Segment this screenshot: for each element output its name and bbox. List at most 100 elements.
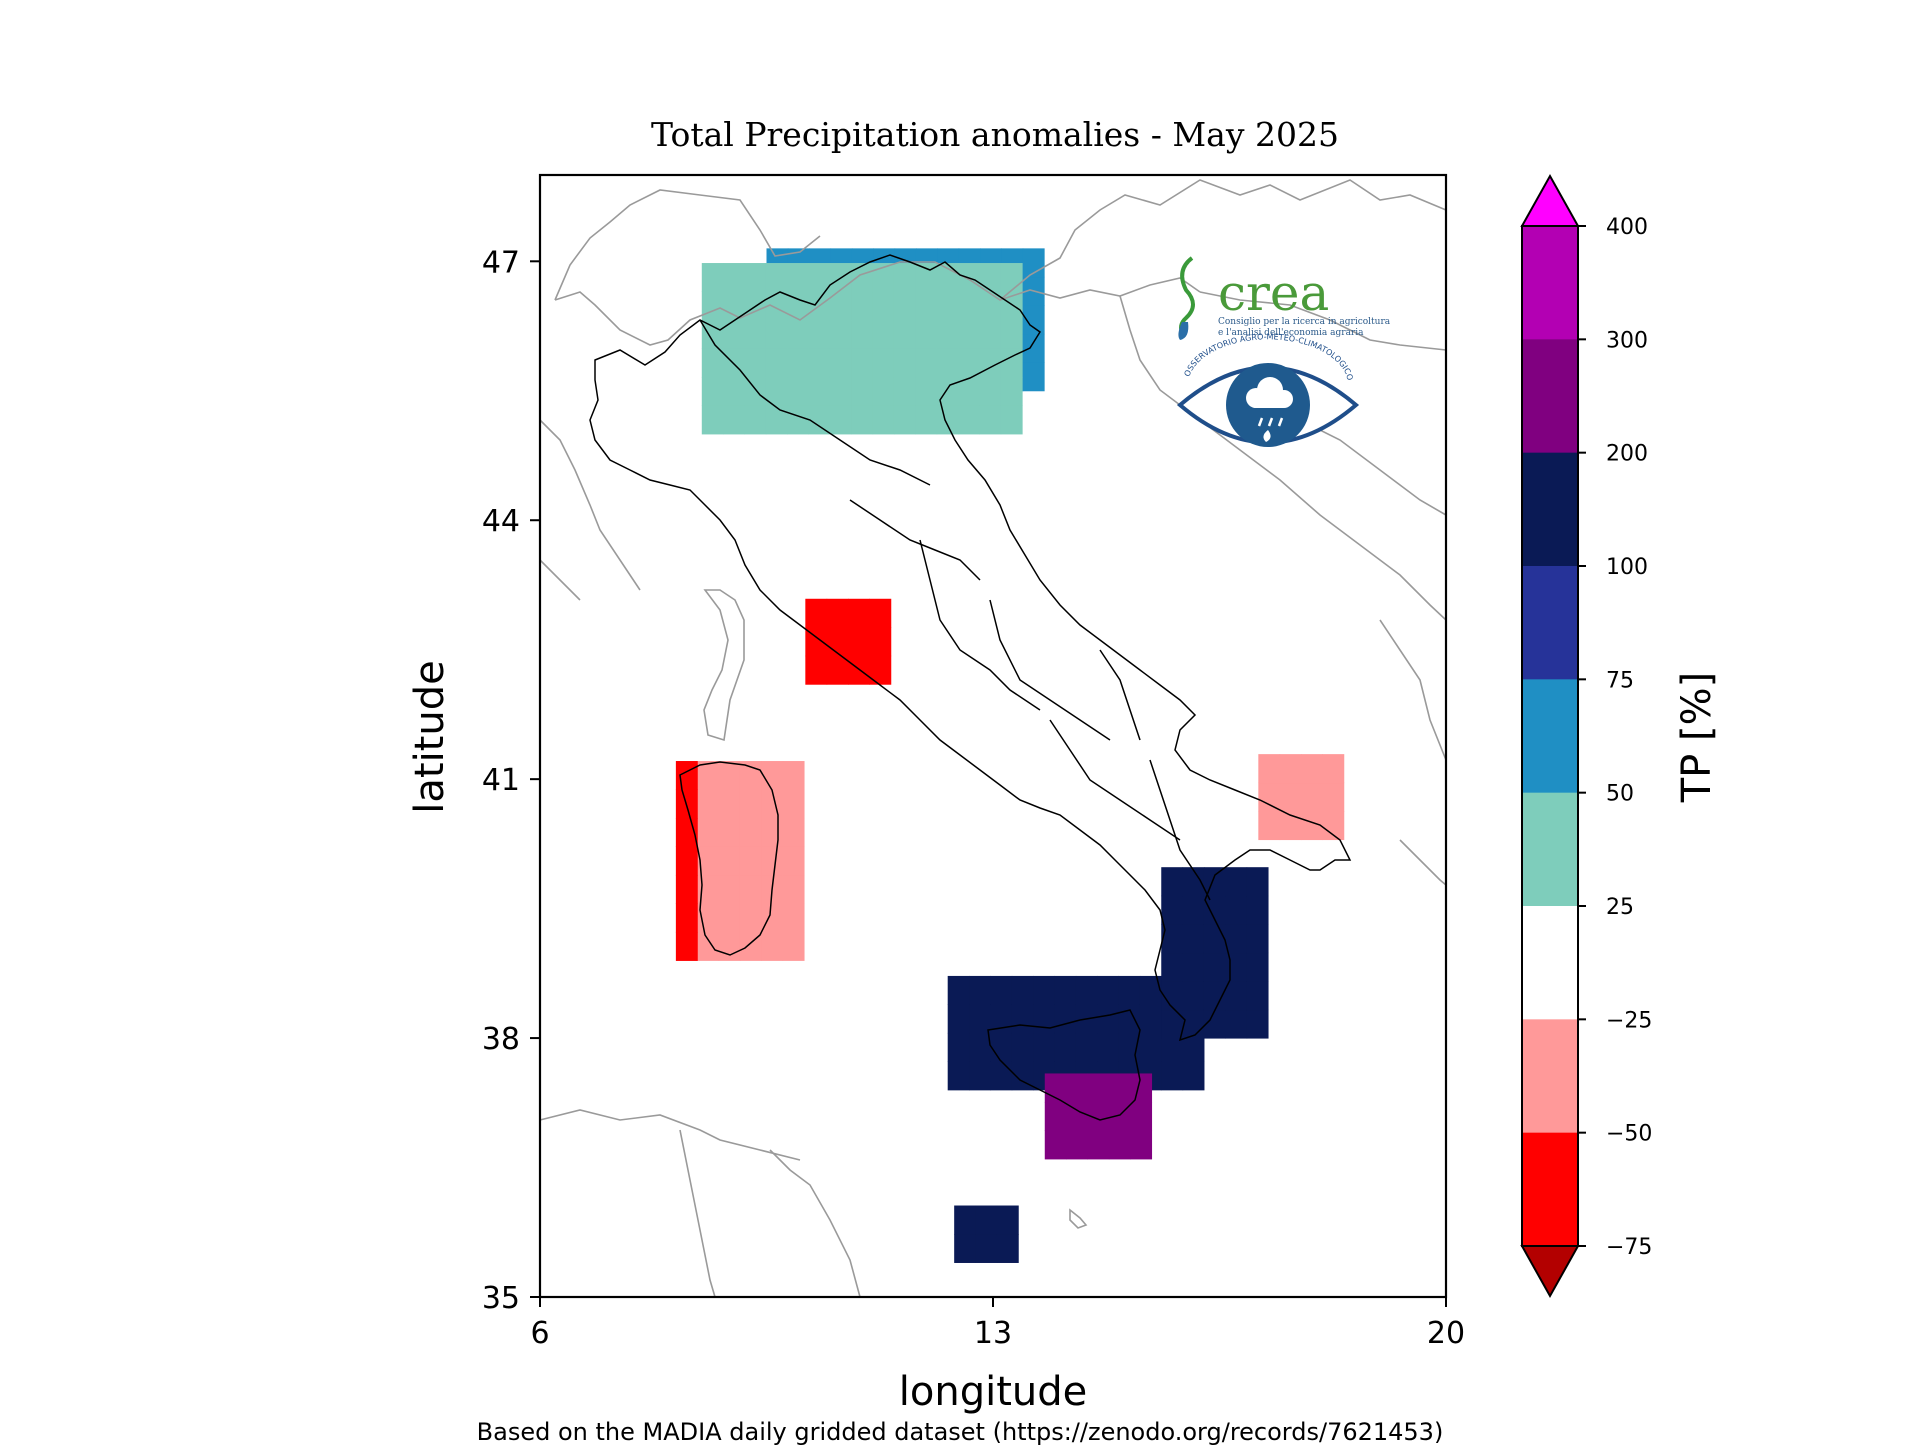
anomaly-cell (1279, 782, 1302, 812)
anomaly-cell (761, 761, 784, 791)
anomaly-cell (936, 348, 959, 378)
colorbar-extend-min (1520, 1245, 1580, 1299)
anomaly-cell (718, 761, 741, 791)
anomaly-cell (1246, 1009, 1269, 1039)
anomaly-cell (782, 874, 805, 904)
anomaly-cell (1097, 1032, 1120, 1062)
anomaly-cell (739, 874, 762, 904)
anomaly-cell (808, 348, 831, 378)
anomaly-cell (1139, 1032, 1162, 1062)
anomaly-cell (1203, 924, 1226, 954)
anomaly-cell (969, 975, 991, 1005)
anomaly-cell (701, 319, 724, 349)
anomaly-cell (1000, 263, 1023, 293)
anomaly-cell (701, 263, 724, 293)
crea-subtitle-2: e l'analisi dell'economia agraria (1218, 328, 1364, 338)
anomaly-cell (1000, 376, 1023, 406)
colorbar-tick-label: 75 (1606, 668, 1634, 693)
anomaly-cell (990, 975, 1013, 1005)
footnote: Based on the MADIA daily gridded dataset… (476, 1418, 1444, 1446)
anomaly-region (954, 1205, 1019, 1263)
anomaly-cell (1182, 1032, 1205, 1062)
anomaly-cell (1301, 782, 1323, 812)
anomaly-cell (765, 291, 788, 321)
anomaly-cell (829, 376, 852, 406)
anomaly-cell (1097, 975, 1120, 1005)
anomaly-cell (1161, 1009, 1184, 1039)
colorbar-bin (1522, 792, 1578, 907)
crea-subtitle-1: Consiglio per la ricerca in agricoltura (1218, 317, 1391, 327)
anomaly-cell (1301, 754, 1323, 784)
anomaly-cell (1139, 1004, 1162, 1034)
anomaly-cell (1087, 1130, 1110, 1160)
anomaly-cell (969, 1004, 991, 1034)
anomaly-cell (826, 655, 849, 685)
anomaly-cell (1225, 924, 1248, 954)
anomaly-cell (958, 376, 980, 406)
anomaly-cell (872, 263, 895, 293)
anomaly-cell (723, 263, 745, 293)
anomaly-cell (739, 931, 762, 961)
anomaly-cell (1279, 811, 1302, 841)
region-border-molise (1099, 649, 1141, 741)
anomaly-cell (1011, 975, 1034, 1005)
anomaly-region (1258, 754, 1345, 841)
anomaly-cell (851, 291, 874, 321)
anomaly-cell (1203, 867, 1226, 897)
anomaly-cell (787, 263, 810, 293)
anomaly-cell (744, 348, 767, 378)
anomaly-cell (851, 319, 874, 349)
anomaly-cell (761, 846, 784, 876)
crea-wordmark: crea (1218, 264, 1329, 322)
anomaly-cell (958, 405, 980, 435)
balkan-coast-line (1119, 295, 1447, 621)
anomaly-cell (718, 789, 741, 819)
anomaly-cell (1130, 1130, 1153, 1160)
anomaly-cell (723, 319, 745, 349)
anomaly-cell (1182, 924, 1205, 954)
anomaly-cell (893, 319, 916, 349)
anomaly-cell (1246, 981, 1269, 1011)
anomaly-cell (718, 903, 741, 933)
region-border-campania (1049, 719, 1181, 841)
anomaly-cell (1322, 811, 1345, 841)
anomaly-cell (697, 789, 720, 819)
anomaly-cell (915, 376, 938, 406)
anomaly-cell (718, 817, 741, 847)
x-tick-label: 20 (1427, 1316, 1465, 1351)
bosnia-border-line (1299, 419, 1447, 516)
anomaly-cell (936, 263, 959, 293)
colorbar-bin (1522, 906, 1578, 1020)
colorbar-tick-label: −25 (1606, 1008, 1652, 1033)
italy-mainland-outline (589, 254, 1352, 1042)
axis-ticks (530, 260, 1447, 1307)
anomaly-cell (697, 817, 720, 847)
anomaly-cell (761, 817, 784, 847)
anomaly-cell (1246, 924, 1269, 954)
anomaly-cell (1182, 1061, 1205, 1091)
anomaly-cell (1182, 952, 1205, 982)
colorbar-tick-label: 25 (1606, 895, 1634, 920)
anomaly-cell (1161, 867, 1184, 897)
anomaly-cell (1203, 981, 1226, 1011)
anomaly-cell (1075, 1032, 1098, 1062)
anomaly-cell (947, 975, 970, 1005)
anomaly-cell (1011, 1032, 1034, 1062)
anomaly-cell (996, 1205, 1019, 1235)
anomaly-cell (1322, 754, 1345, 784)
anomaly-cell (697, 761, 720, 791)
anomaly-cell (675, 846, 698, 876)
anomaly-cell (990, 1032, 1013, 1062)
anomaly-cell (869, 598, 892, 628)
colorbar-tick-label: −50 (1606, 1122, 1652, 1147)
anomaly-cell (675, 931, 698, 961)
anomaly-cell (1161, 1061, 1184, 1091)
colorbar-label: TP [%] (1674, 672, 1720, 804)
anomaly-cell (805, 655, 828, 685)
anomaly-cell (947, 1004, 970, 1034)
anomaly-cell (851, 405, 874, 435)
anomaly-cell (1066, 1073, 1088, 1103)
anomaly-cell (723, 405, 745, 435)
anomaly-cell (718, 846, 741, 876)
anomaly-cell (1118, 975, 1141, 1005)
